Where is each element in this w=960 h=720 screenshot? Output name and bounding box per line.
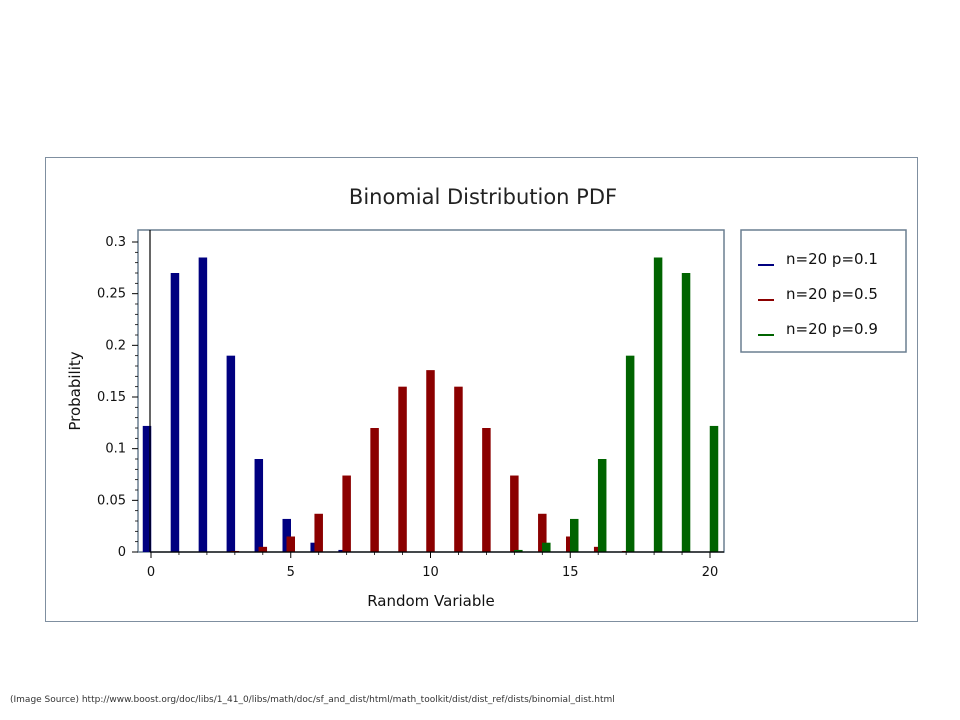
chart-svg: Binomial Distribution PDF 0 0.05 0.1 0.15 0.… [66, 185, 907, 610]
x-tick-label-1: 5 [287, 565, 295, 580]
bar-s2-x6 [314, 513, 323, 552]
y-tick-label-6: 0.3 [105, 235, 126, 250]
bar-s2-x7 [342, 475, 351, 552]
y-tick-label-4: 0.2 [105, 338, 126, 353]
y-tick-label-0: 0 [118, 545, 126, 560]
legend-box [740, 229, 907, 353]
legend-label-2: n=20 p=0.5 [786, 285, 878, 303]
bar-s2-x8 [370, 428, 379, 552]
bar-s2-x11 [454, 386, 463, 552]
x-tick-label-0: 0 [147, 565, 155, 580]
bar-s3-x15 [570, 518, 579, 552]
bar-s1-x1 [170, 273, 180, 552]
y-tick-label-1: 0.05 [97, 493, 126, 508]
chart-frame: Binomial Distribution PDF 0 0.05 0.1 0.15 0.… [45, 157, 918, 622]
legend-label-3: n=20 p=0.9 [786, 320, 878, 338]
bar-s3-x17 [625, 355, 635, 552]
bar-s1-x2 [198, 257, 208, 552]
axes-group: 0 0.05 0.1 0.15 0.2 0.25 0.3 0 5 10 15 20 [97, 230, 724, 580]
bar-s1-x0 [142, 425, 152, 552]
x-tick-label-2: 10 [422, 565, 439, 580]
chart-title: Binomial Distribution PDF [349, 185, 617, 209]
bar-s3-x16 [597, 459, 607, 552]
y-tick-label-5: 0.25 [97, 287, 126, 302]
bar-s3-x13 [514, 549, 523, 552]
bar-s2-x10 [426, 370, 435, 552]
bar-s2-x13 [510, 475, 519, 552]
y-tick-label-2: 0.1 [105, 442, 126, 457]
bar-s3-x18 [653, 257, 663, 552]
bar-s2-x4 [258, 546, 268, 552]
bar-s2-x14 [538, 513, 547, 552]
bar-s2-x5 [286, 536, 295, 552]
legend: n=20 p=0.1 n=20 p=0.5 n=20 p=0.9 [740, 229, 907, 353]
bar-s3-x20 [709, 425, 719, 552]
x-tick-label-4: 20 [702, 565, 719, 580]
x-tick-label-3: 15 [562, 565, 579, 580]
y-tick-label-3: 0.15 [97, 390, 126, 405]
bar-s3-x19 [681, 273, 691, 552]
bar-s1-x5 [282, 518, 291, 552]
bar-s2-x9 [398, 386, 407, 552]
bar-s1-x4 [254, 459, 264, 552]
bars-group [142, 257, 719, 553]
image-source-note: (Image Source) http://www.boost.org/doc/… [10, 695, 615, 705]
legend-label-1: n=20 p=0.1 [786, 250, 878, 268]
bar-s3-x14 [542, 542, 551, 552]
y-axis-label: Probability [66, 351, 84, 430]
bar-s2-x12 [482, 428, 491, 552]
x-axis-label: Random Variable [367, 592, 495, 610]
bar-s1-x3 [226, 355, 236, 552]
